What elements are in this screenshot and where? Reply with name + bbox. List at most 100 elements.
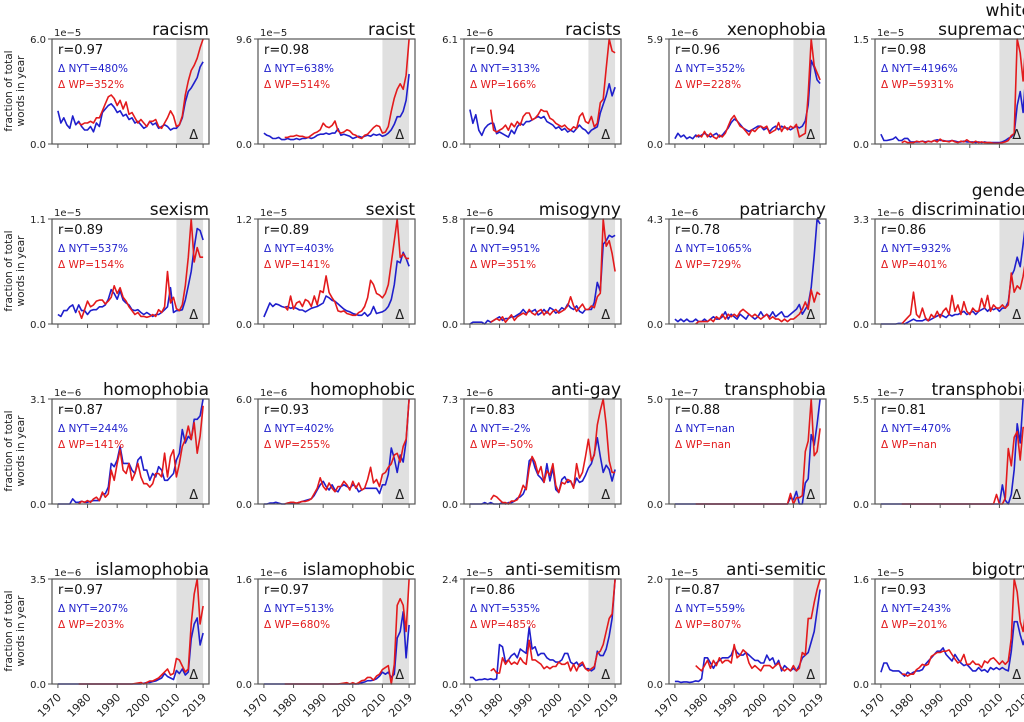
y-axis-label: words in year [15, 595, 27, 667]
correlation-label: r=0.89 [264, 223, 309, 238]
y-exponent-label: 1e−6 [260, 568, 287, 579]
panel-title: patriarchy [739, 200, 826, 220]
series-line-wp [695, 38, 821, 140]
y-exponent-label: 1e−6 [54, 388, 81, 399]
nyt-delta-label: Δ NYT=243% [881, 603, 951, 615]
delta-region-label: Δ [1012, 128, 1021, 143]
x-tick-label: 2019 [797, 691, 826, 720]
series-line-wp [695, 289, 821, 325]
wp-delta-label: Δ WP=166% [470, 79, 536, 91]
x-tick-label: 1990 [506, 691, 535, 720]
x-tick-label: 1990 [300, 691, 329, 720]
delta-region-label: Δ [395, 308, 404, 323]
correlation-label: r=0.93 [881, 583, 926, 598]
x-tick-label: 2019 [386, 691, 415, 720]
axes-frame [874, 38, 1024, 145]
y-tick-label-min: 0.0 [30, 680, 46, 691]
panel-title: transphobia [724, 380, 826, 400]
delta-region-label: Δ [395, 128, 404, 143]
panel-misogyny: 5.8 0.0 1e−6 misogyny r=0.94 Δ NYT=951% Δ WP=3… [442, 200, 622, 331]
axes-frame [874, 398, 1024, 505]
correlation-label: r=0.89 [58, 223, 103, 238]
axes-frame [51, 218, 210, 325]
wp-delta-label: Δ WP=201% [881, 619, 947, 631]
axes-frame [51, 578, 210, 685]
panel-title: islamophobic [302, 560, 415, 580]
delta-region-label: Δ [1012, 488, 1021, 503]
wp-delta-label: Δ WP=255% [264, 439, 330, 451]
panel-title: gender [972, 181, 1024, 201]
x-tick-label: 1970 [35, 691, 64, 720]
series-line-nyt [469, 578, 616, 682]
nyt-delta-label: Δ NYT=402% [264, 423, 334, 435]
y-tick-label-max: 6.0 [236, 395, 252, 406]
wp-delta-label: Δ WP=514% [264, 79, 330, 91]
y-tick-label-min: 0.0 [236, 500, 252, 511]
y-exponent-label: 1e−5 [877, 568, 904, 579]
wp-delta-label: Δ WP=352% [58, 79, 124, 91]
delta-region-label: Δ [601, 488, 610, 503]
y-axis-label: words in year [15, 235, 27, 307]
panel-sexism: 1.1 0.0 1e−5 sexism r=0.89 Δ NYT=537% Δ WP=154… [30, 200, 210, 331]
series-line-wp [490, 398, 616, 505]
y-tick-label-min: 0.0 [647, 140, 663, 151]
wp-delta-label: Δ WP=680% [264, 619, 330, 631]
y-exponent-label: 1e−5 [877, 28, 904, 39]
y-tick-label-max: 9.6 [236, 35, 252, 46]
x-tick-label: 1970 [241, 691, 270, 720]
correlation-label: r=0.88 [675, 403, 720, 418]
y-tick-label-max: 1.1 [30, 215, 46, 226]
y-tick-label-min: 0.0 [236, 680, 252, 691]
correlation-label: r=0.87 [675, 583, 720, 598]
wp-delta-label: Δ WP=154% [58, 259, 124, 271]
x-tick-label: 1990 [94, 691, 123, 720]
wp-delta-label: Δ WP=141% [264, 259, 330, 271]
x-tick-label: 1980 [271, 691, 300, 720]
series-line-wp [901, 578, 1024, 677]
panel-racists: 6.1 0.0 1e−6 racists r=0.94 Δ NYT=313% Δ WP=16… [442, 20, 622, 151]
nyt-delta-label: Δ NYT=932% [881, 243, 951, 255]
y-tick-label-min: 0.0 [30, 140, 46, 151]
nyt-delta-label: Δ NYT=537% [58, 243, 128, 255]
x-tick-label: 1980 [65, 691, 94, 720]
axes-frame [463, 398, 622, 505]
y-axis-label: fraction of total [3, 590, 15, 671]
y-exponent-label: 1e−6 [877, 208, 904, 219]
correlation-label: r=0.98 [881, 43, 926, 58]
panel-title: misogyny [539, 200, 621, 220]
wp-delta-label: Δ WP=203% [58, 619, 124, 631]
y-tick-label-min: 0.0 [853, 320, 869, 331]
x-tick-label: 2010 [977, 691, 1006, 720]
y-tick-label-max: 5.9 [647, 35, 663, 46]
x-tick-label: 2019 [592, 691, 621, 720]
x-tick-label: 2019 [180, 691, 209, 720]
nyt-delta-label: Δ NYT=480% [58, 63, 128, 75]
axes-frame [257, 218, 416, 325]
series-line-wp [284, 398, 410, 505]
y-tick-label-max: 1.6 [236, 575, 252, 586]
y-tick-label-max: 5.8 [442, 215, 458, 226]
series-line-nyt [469, 83, 616, 138]
y-tick-label-min: 0.0 [647, 500, 663, 511]
panel-title: homophobic [310, 380, 415, 400]
correlation-label: r=0.97 [58, 583, 103, 598]
wp-delta-label: Δ WP=807% [675, 619, 741, 631]
panel-transphobic: 5.5 0.0 1e−7 transphobic r=0.81 Δ NYT=470% Δ W… [853, 380, 1024, 511]
y-tick-label-max: 4.3 [647, 215, 663, 226]
axes-frame [51, 38, 210, 145]
y-exponent-label: 1e−5 [466, 568, 493, 579]
series-line-wp [489, 38, 616, 133]
y-tick-label-max: 7.3 [442, 395, 458, 406]
correlation-label: r=0.93 [264, 403, 309, 418]
nyt-delta-label: Δ NYT=470% [881, 423, 951, 435]
correlation-label: r=0.94 [470, 223, 515, 238]
panel-white-supremacy: 1.5 0.0 1e−5 whitesupremacy r=0.98 Δ NYT=4196… [853, 1, 1024, 151]
x-tick-label: 1990 [711, 691, 740, 720]
y-tick-label-max: 3.3 [853, 215, 869, 226]
shade-region [793, 399, 821, 504]
nyt-delta-label: Δ NYT=313% [470, 63, 540, 75]
